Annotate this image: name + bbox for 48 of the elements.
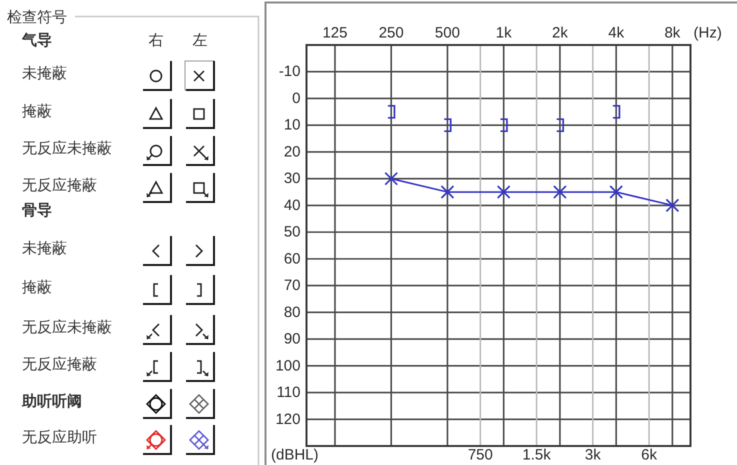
point <box>384 172 398 186</box>
text: 无反应掩蔽 <box>22 176 97 194</box>
y-tick-label: 60 <box>284 250 300 268</box>
ref-line-label: 750 <box>468 446 493 464</box>
y-tick-label: 110 <box>276 384 300 402</box>
text: 骨导 <box>22 201 52 219</box>
ref-line-label: 1.5k <box>522 446 552 464</box>
y-tick-label: 50 <box>284 224 300 241</box>
y-tick-label: 100 <box>275 357 300 374</box>
text: 掩蔽 <box>22 102 52 120</box>
point <box>609 185 624 199</box>
y-tick-label: -10 <box>278 63 300 80</box>
text: 无反应掩蔽 <box>22 355 97 373</box>
text: 未掩蔽 <box>22 64 67 82</box>
y-axis-title: (dBHL) <box>271 446 319 464</box>
ref-line-label: 3k <box>584 446 602 464</box>
text: 右 <box>148 31 164 49</box>
ref-line-label: 6k <box>641 446 658 464</box>
point <box>496 185 511 199</box>
point <box>440 185 454 199</box>
x-tick-label: 500 <box>434 24 460 42</box>
text: 助听听阈 <box>21 392 82 410</box>
x-tick-label: 8k <box>664 24 681 42</box>
y-tick-label: 90 <box>284 330 300 348</box>
text: 无反应未掩蔽 <box>22 139 112 157</box>
y-tick-label: 10 <box>284 116 300 134</box>
text: 无反应助听 <box>22 428 97 446</box>
x-axis-title: (Hz) <box>694 24 722 42</box>
y-tick-label: 120 <box>275 410 300 428</box>
point <box>666 198 680 212</box>
x-tick-label: 1k <box>496 24 512 42</box>
x-tick-label: 4k <box>608 24 625 42</box>
text: 气导 <box>21 31 52 49</box>
y-tick-label: 0 <box>292 90 300 107</box>
x-tick-label: 125 <box>322 24 348 42</box>
x-tick-label: 250 <box>378 24 404 42</box>
text: 无反应未掩蔽 <box>22 318 112 336</box>
y-tick-label: 70 <box>284 277 300 294</box>
y-tick-label: 30 <box>284 170 300 188</box>
y-tick-label: 20 <box>284 143 300 160</box>
point <box>553 185 567 199</box>
y-tick-label: 40 <box>284 196 300 214</box>
x-tick-label: 2k <box>552 24 568 42</box>
text: 检查符号 <box>7 8 67 26</box>
text: 左 <box>192 31 208 49</box>
text: 掩蔽 <box>22 278 52 296</box>
y-tick-label: 80 <box>284 304 300 321</box>
text: 未掩蔽 <box>22 239 67 257</box>
